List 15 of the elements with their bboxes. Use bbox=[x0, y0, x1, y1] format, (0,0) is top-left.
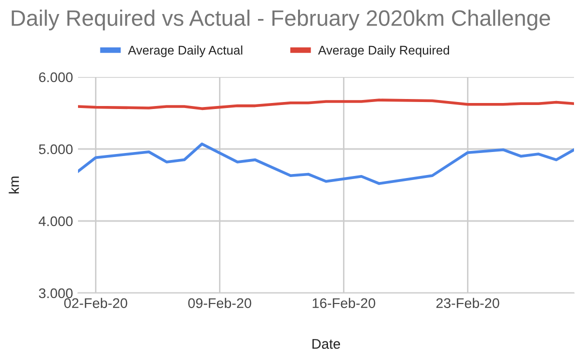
y-axis-title: km bbox=[8, 176, 19, 194]
line-series bbox=[78, 98, 574, 110]
legend-label: Average Daily Required bbox=[318, 45, 450, 58]
y-tick-label: 6.000 bbox=[39, 72, 73, 82]
y-tick-label: 5.000 bbox=[38, 144, 73, 154]
x-tick-label: 23-Feb-20 bbox=[436, 298, 500, 308]
x-tick-label: 09-Feb-20 bbox=[188, 298, 252, 308]
y-tick-label: 4.000 bbox=[38, 216, 73, 226]
chart-title: Daily Required vs Actual - February 2020km Challenge bbox=[12, 10, 550, 30]
x-axis-title: Date bbox=[312, 339, 340, 349]
line-series bbox=[78, 142, 574, 185]
legend-label: Average Daily Actual bbox=[128, 45, 242, 58]
y-tick-label: 3.000 bbox=[38, 288, 73, 298]
x-tick-label: 16-Feb-20 bbox=[312, 298, 376, 308]
x-tick-label: 02-Feb-20 bbox=[64, 298, 128, 308]
